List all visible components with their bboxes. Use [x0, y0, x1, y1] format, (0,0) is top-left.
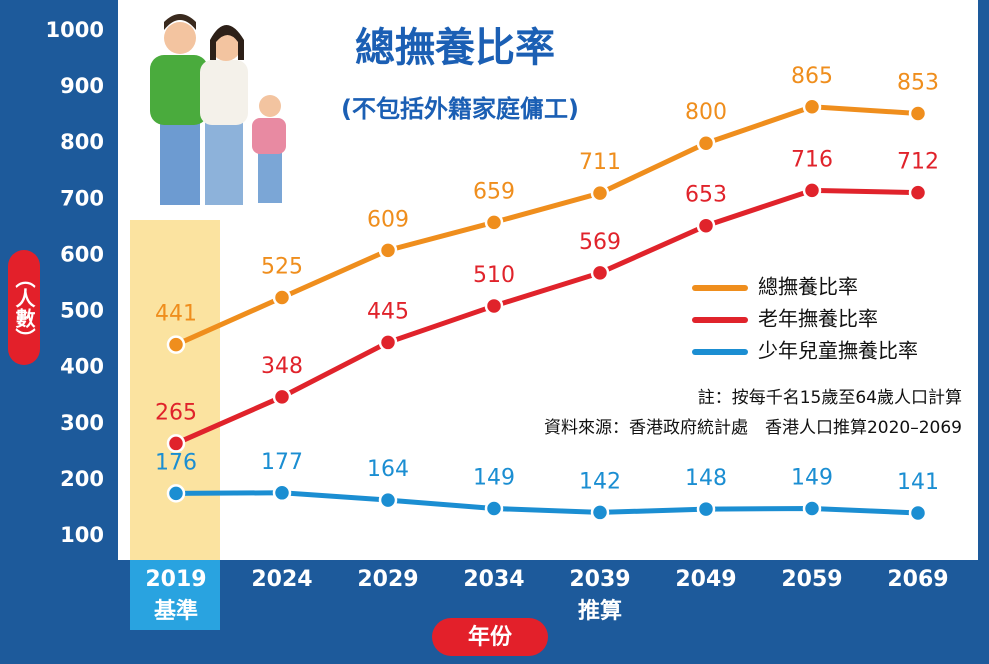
- data-label: 853: [897, 70, 939, 95]
- note: 註：按每千名15歲至64歲人口計算: [698, 388, 962, 408]
- data-point: [908, 183, 928, 202]
- chart-subtitle: (不包括外籍家庭傭工): [341, 95, 579, 123]
- data-point: [484, 213, 504, 232]
- data-point: [590, 503, 610, 522]
- y-tick-label: 800: [60, 130, 104, 154]
- series-line: [174, 187, 919, 446]
- legend-label: 老年撫養比率: [758, 307, 878, 331]
- y-tick-label: 900: [60, 74, 104, 98]
- y-tick-label: 500: [60, 299, 104, 323]
- x-tick-label: 2059: [781, 567, 842, 592]
- data-label: 716: [791, 147, 833, 172]
- data-point: [590, 263, 610, 283]
- x-tick-label: 2034: [463, 567, 524, 592]
- data-point: [802, 97, 822, 116]
- x-sublabel: 推算: [578, 598, 622, 624]
- x-tick-label: 2049: [675, 567, 736, 592]
- series-line: [174, 104, 919, 347]
- data-point: [696, 216, 716, 235]
- data-point: [272, 483, 292, 503]
- data-point: [908, 104, 928, 123]
- data-label: 659: [473, 179, 515, 204]
- data-point: [166, 434, 186, 453]
- data-point: [378, 333, 398, 352]
- data-label: 445: [367, 299, 409, 324]
- data-point: [166, 335, 186, 354]
- data-label: 711: [579, 150, 621, 175]
- chart-title: 總撫養比率: [355, 25, 555, 71]
- base-year-label-box: [130, 560, 220, 630]
- data-label: 525: [261, 255, 303, 280]
- data-label: 176: [155, 450, 197, 475]
- data-label: 149: [791, 466, 833, 491]
- x-tick-label: 2029: [357, 567, 418, 592]
- x-tick-label: 2069: [887, 567, 948, 592]
- data-point: [696, 133, 716, 153]
- data-point: [484, 499, 504, 518]
- x-tick-label: 2019: [145, 567, 206, 592]
- y-tick-label: 1000: [46, 18, 104, 42]
- data-label: 164: [367, 457, 409, 482]
- source-note: 資料來源：香港政府統計處 香港人口推算2020–2069: [544, 418, 962, 438]
- data-point: [908, 503, 928, 523]
- data-label: 149: [473, 466, 515, 491]
- legend-label: 總撫養比率: [758, 275, 858, 299]
- y-tick-label: 400: [60, 355, 104, 379]
- x-tick-label: 2039: [569, 567, 630, 592]
- data-label: 653: [685, 183, 727, 208]
- data-point: [802, 499, 822, 518]
- data-point: [378, 490, 398, 510]
- x-sublabel: 基準: [154, 598, 198, 624]
- data-label: 569: [579, 230, 621, 255]
- data-point: [272, 387, 292, 407]
- data-point: [696, 499, 716, 519]
- data-label: 441: [155, 302, 197, 327]
- y-tick-label: 700: [60, 186, 104, 210]
- data-label: 510: [473, 263, 515, 288]
- x-axis-title: 年份: [468, 624, 513, 650]
- data-point: [166, 484, 186, 503]
- y-label-pill: [8, 250, 40, 365]
- y-axis-title: （人數）: [12, 268, 36, 348]
- family-illustration: [150, 14, 286, 205]
- data-point: [272, 288, 292, 307]
- data-label: 865: [791, 64, 833, 89]
- data-label: 177: [261, 450, 303, 475]
- data-label: 265: [155, 400, 197, 425]
- base-year-highlight: [130, 220, 220, 560]
- x-label-pill: [432, 618, 548, 656]
- y-tick-label: 300: [60, 411, 104, 435]
- series-line: [175, 490, 919, 516]
- x-tick-label: 2024: [251, 567, 312, 592]
- data-label: 148: [685, 466, 727, 491]
- y-tick-label: 600: [60, 242, 104, 266]
- y-tick-label: 100: [60, 523, 104, 547]
- data-point: [802, 181, 822, 200]
- data-label: 141: [897, 470, 939, 495]
- data-point: [590, 183, 610, 203]
- data-point: [378, 241, 398, 260]
- legend-label: 少年兒童撫養比率: [758, 339, 918, 363]
- data-label: 348: [261, 354, 303, 379]
- data-label: 800: [685, 100, 727, 125]
- data-point: [484, 296, 504, 316]
- data-label: 609: [367, 207, 409, 232]
- data-label: 712: [897, 150, 939, 175]
- data-label: 142: [579, 469, 621, 494]
- y-tick-label: 200: [60, 467, 104, 491]
